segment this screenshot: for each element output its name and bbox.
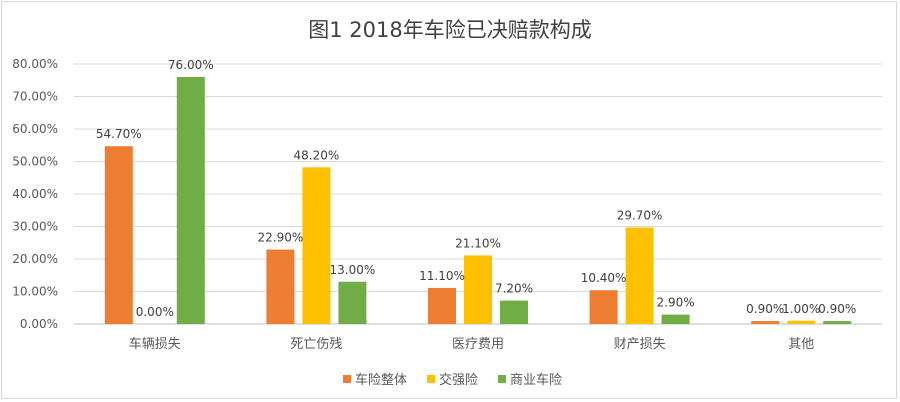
data-label: 48.20% [294, 148, 340, 162]
data-label: 10.40% [581, 271, 627, 285]
bar [266, 249, 295, 324]
legend-swatch [498, 375, 506, 383]
data-label: 2.90% [657, 296, 695, 310]
data-label: 13.00% [330, 263, 376, 277]
y-axis: 0.00% 10.00% 20.00% 30.00% 40.00% 50.00% 60.00… [12, 57, 58, 331]
x-tick-label: 其他 [788, 337, 814, 352]
bar [661, 314, 690, 324]
data-label: 22.90% [258, 231, 304, 245]
data-label: 21.10% [455, 236, 501, 250]
y-tick-label: 0.00% [20, 317, 58, 331]
bars [104, 77, 852, 324]
bar [302, 167, 331, 324]
bar [428, 287, 456, 324]
y-tick-label: 50.00% [12, 155, 58, 169]
gridlines [74, 63, 882, 325]
bar [104, 146, 133, 324]
x-tick-label: 死亡伤残 [290, 337, 342, 352]
legend-swatch [427, 375, 435, 383]
bar [823, 321, 852, 324]
bar [176, 77, 205, 324]
x-tick-label: 车辆损失 [129, 336, 181, 352]
bar [500, 300, 528, 324]
x-axis: 车辆损失 死亡伤残 医疗费用 财产损失 其他 [129, 336, 814, 352]
bar [751, 321, 780, 324]
legend-label: 交强险 [439, 372, 478, 388]
y-tick-label: 30.00% [12, 220, 58, 234]
bar [625, 227, 654, 324]
bar [589, 290, 618, 324]
bar [338, 281, 367, 324]
legend: 车险整体 交强险 商业车险 [343, 372, 562, 388]
data-label: 0.90% [818, 302, 856, 316]
chart-title: 图1 2018年车险已决赔款构成 [308, 18, 591, 42]
data-label: 54.70% [96, 127, 142, 141]
y-tick-label: 80.00% [12, 57, 58, 71]
y-tick-label: 20.00% [12, 252, 58, 266]
data-label: 1.00% [782, 302, 820, 316]
y-tick-label: 70.00% [12, 90, 58, 104]
data-label: 0.90% [746, 302, 784, 316]
data-label: 76.00% [168, 58, 214, 72]
y-tick-label: 40.00% [12, 187, 58, 201]
legend-swatch [343, 375, 351, 383]
y-tick-label: 60.00% [12, 122, 58, 136]
legend-label: 车险整体 [355, 372, 407, 388]
data-label: 7.20% [495, 282, 533, 296]
x-tick-label: 财产损失 [614, 337, 666, 352]
data-labels: 54.70% 0.00% 76.00% 22.90% 48.20% 13.00% 11.10… [96, 58, 856, 319]
data-label: 29.70% [617, 208, 663, 222]
data-label: 0.00% [136, 305, 174, 319]
bar [787, 320, 816, 324]
bar [464, 255, 492, 324]
legend-label: 商业车险 [510, 372, 562, 388]
y-tick-label: 10.00% [12, 285, 58, 299]
x-tick-label: 医疗费用 [452, 337, 504, 352]
data-label: 11.10% [419, 269, 465, 283]
